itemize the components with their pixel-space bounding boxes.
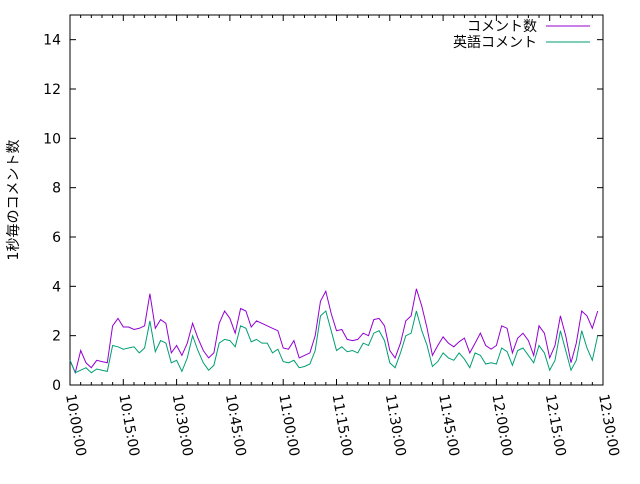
series-line-1 — [69, 288, 599, 375]
series-line-2 — [69, 310, 599, 374]
y-tick-label: 14 — [43, 33, 61, 49]
x-tick-label: 10:30:00 — [169, 393, 196, 458]
x-tick-label: 12:15:00 — [542, 393, 569, 458]
y-tick-label: 6 — [52, 230, 61, 246]
x-tick-label: 11:30:00 — [382, 393, 409, 458]
x-tick-label: 11:00:00 — [275, 393, 302, 458]
x-tick-label: 10:15:00 — [115, 393, 142, 458]
y-tick-label: 0 — [52, 378, 61, 394]
y-tick-label: 10 — [43, 131, 61, 147]
x-tick-label: 12:30:00 — [595, 393, 622, 458]
axes: 0 2 4 6 8 10 12 14 10:00:00 10:15:00 10:30:00 10:45… — [43, 14, 622, 458]
y-tick-label: 12 — [43, 82, 61, 98]
x-tick-label: 10:45:00 — [222, 393, 249, 458]
legend-label: 英語コメント — [453, 34, 537, 51]
y-tick-label: 4 — [52, 279, 61, 295]
x-tick-label: 11:15:00 — [329, 393, 356, 458]
x-tick-label: 10:00:00 — [62, 393, 89, 458]
y-tick-label: 2 — [52, 329, 61, 345]
legend-label: コメント数 — [467, 19, 537, 35]
x-tick-label: 12:00:00 — [488, 393, 515, 458]
y-axis-label: 1秒毎のコメント数 — [6, 140, 22, 261]
series-group — [69, 288, 599, 375]
y-tick-label: 8 — [52, 181, 61, 197]
x-tick-label: 11:45:00 — [435, 393, 462, 458]
